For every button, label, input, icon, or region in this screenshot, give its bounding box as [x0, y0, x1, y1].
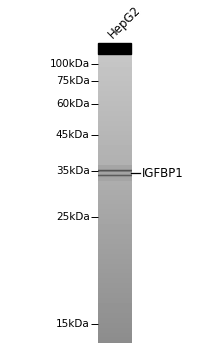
Text: 75kDa: 75kDa: [56, 76, 90, 85]
Text: 100kDa: 100kDa: [49, 59, 90, 69]
Text: IGFBP1: IGFBP1: [142, 167, 184, 180]
Text: 15kDa: 15kDa: [56, 319, 90, 329]
Bar: [98, 43, 131, 54]
Text: HepG2: HepG2: [105, 4, 143, 41]
Text: 60kDa: 60kDa: [56, 99, 90, 108]
Text: 25kDa: 25kDa: [56, 212, 90, 222]
Text: 35kDa: 35kDa: [56, 166, 90, 176]
Text: 45kDa: 45kDa: [56, 130, 90, 140]
